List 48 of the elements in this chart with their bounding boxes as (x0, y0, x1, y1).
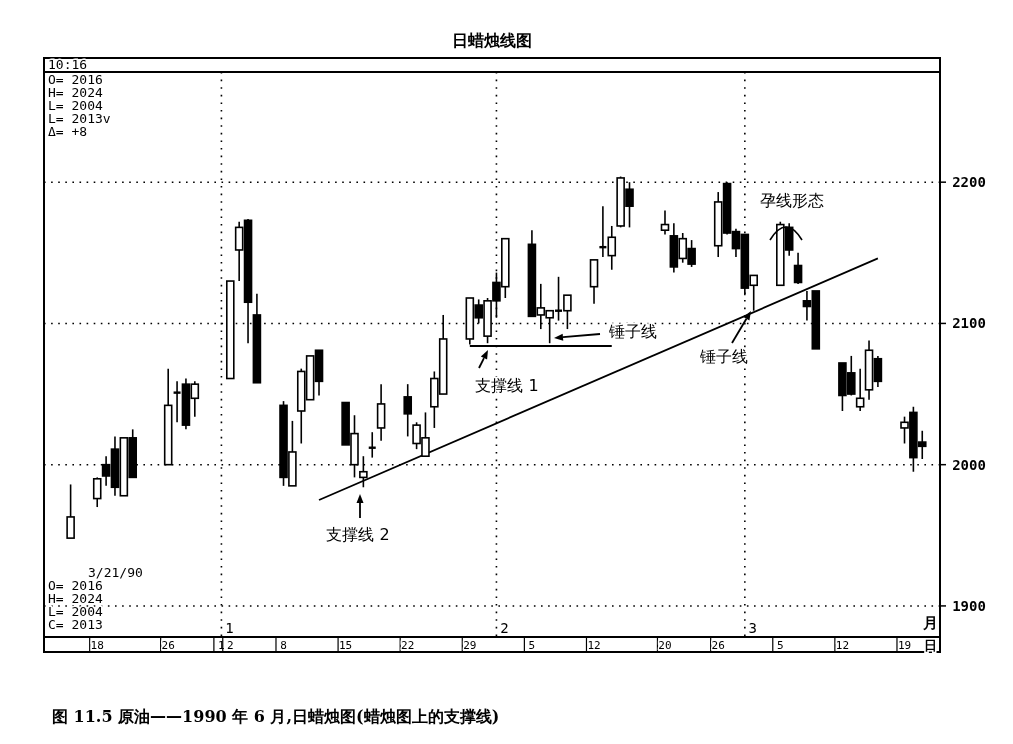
candlestick (660, 209, 670, 236)
annotation: 孕线形态 (760, 191, 824, 210)
x-tick-label: 26 (711, 639, 725, 652)
candlestick (403, 383, 413, 438)
y-tick-label: 2000 (952, 456, 986, 473)
x-tick-label: 19 (897, 639, 912, 652)
x-tick-label: 26 (161, 639, 175, 652)
ref-line-label: 3 (748, 620, 758, 636)
candlestick (793, 252, 803, 285)
x-tick-label: 12 (587, 639, 601, 652)
x-tick-label: 2 (226, 639, 234, 652)
x-tick-label: 18 (90, 639, 104, 652)
y-tick-label: 2100 (952, 315, 986, 332)
chart-title: 日蜡烛线图 (452, 31, 532, 50)
annotation: Δ= +8 (48, 124, 88, 139)
candlestick (92, 476, 102, 508)
annotation: H= 2024 (48, 85, 103, 100)
x-tick-label: 5 (528, 639, 536, 652)
annotation: 锤子线 (699, 347, 748, 366)
annotation: H= 2024 (48, 591, 103, 606)
annotation: C= 2013 (48, 617, 103, 632)
text: 日 (923, 638, 937, 653)
annotation: L= 2004 (48, 604, 103, 619)
caption: 图 11.5 原油——1990 年 6 月,日蜡烛图(蜡烛图上的支撑线) (52, 707, 500, 726)
candlestick (66, 483, 75, 539)
y-tick-label: 2200 (952, 174, 986, 191)
annotation: 3/21/90 (88, 565, 143, 580)
x-tick-label: 5 (777, 639, 784, 652)
annotation: 支撑线 1 (475, 376, 539, 395)
x-tick-label: 12 (835, 639, 850, 652)
annotation: O= 2016 (48, 578, 103, 593)
x-tick-label: 20 (658, 639, 672, 652)
x-tick-label: 15 (339, 639, 353, 652)
ref-line-label: 2 (500, 620, 509, 636)
x-tick-label: 29 (463, 639, 477, 652)
annotation: L= 2004 (48, 98, 103, 113)
annotation: 锤子线 (608, 322, 657, 341)
annotation: L= 2013v (48, 111, 111, 126)
x-tick-label: 1 (218, 639, 225, 652)
y-tick-label: 1900 (952, 597, 986, 614)
annotation: 月 (921, 614, 938, 632)
candlestick (855, 367, 865, 412)
annotation: O= 2016 (48, 72, 103, 87)
x-tick-label: 22 (401, 639, 415, 652)
ref-line-label: 1 (225, 620, 234, 636)
text: 10:16 (48, 57, 88, 72)
annotation: 支撑线 2 (326, 525, 390, 544)
x-tick-label: 8 (280, 639, 287, 652)
